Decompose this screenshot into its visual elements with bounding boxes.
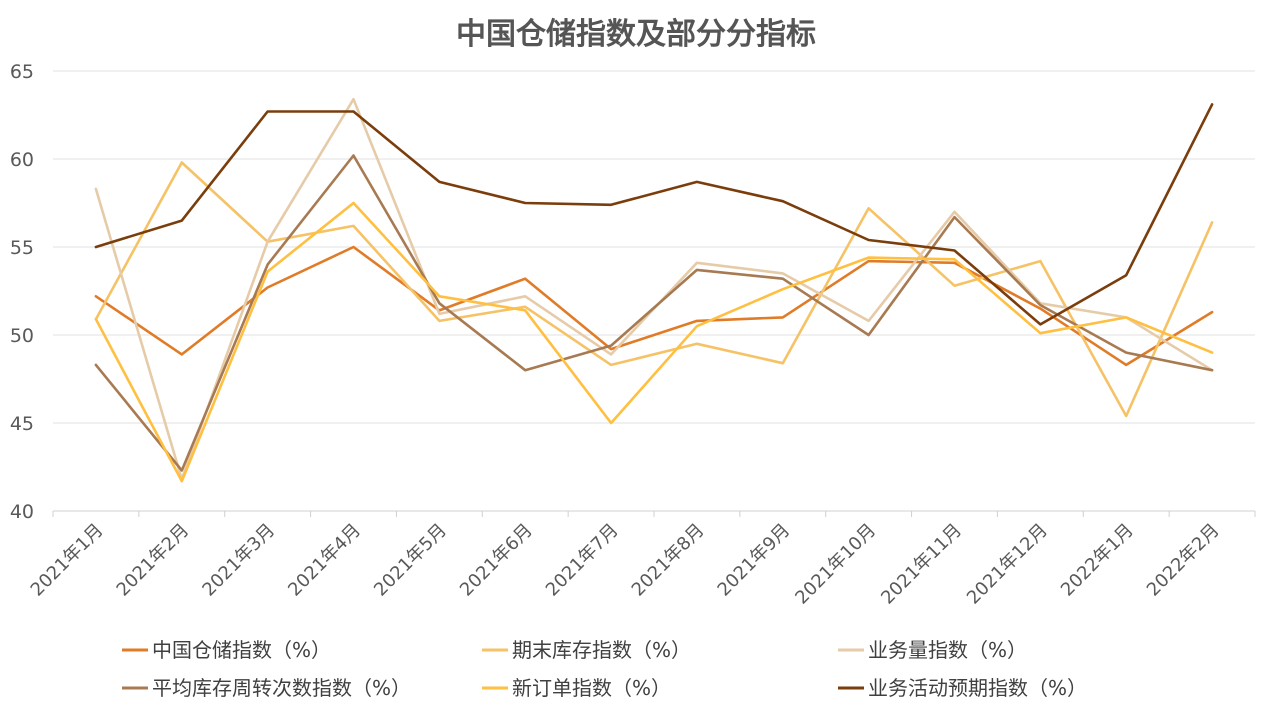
series-layer xyxy=(94,97,1214,483)
series-line xyxy=(94,245,1214,367)
legend-label: 新订单指数（%） xyxy=(512,676,671,700)
x-tick-label: 2021年2月 xyxy=(113,520,194,601)
x-tick-label: 2022年2月 xyxy=(1143,520,1224,601)
y-tick-label: 60 xyxy=(10,149,34,171)
y-tick-label: 45 xyxy=(10,413,34,435)
x-tick-label: 2021年9月 xyxy=(714,520,795,601)
y-tick-label: 50 xyxy=(10,325,34,347)
x-tick-label: 2021年4月 xyxy=(284,520,365,601)
y-tick-label: 55 xyxy=(10,237,34,259)
x-tick-label: 2021年10月 xyxy=(791,520,880,609)
series-line xyxy=(94,161,1214,418)
x-tick-label: 2021年3月 xyxy=(198,520,279,601)
x-tick-label: 2021年11月 xyxy=(877,520,966,609)
x-tick-label: 2021年7月 xyxy=(542,520,623,601)
grid-layer xyxy=(53,70,1255,512)
y-tick-label: 65 xyxy=(10,61,34,83)
legend-label: 业务活动预期指数（%） xyxy=(868,676,1087,700)
chart-title: 中国仓储指数及部分分指标 xyxy=(456,17,816,52)
legend-label: 中国仓储指数（%） xyxy=(152,638,331,662)
series-line xyxy=(94,201,1214,483)
x-tick-label: 2021年6月 xyxy=(456,520,537,601)
legend-label: 平均库存周转次数指数（%） xyxy=(152,676,411,700)
legend: 中国仓储指数（%） 期末库存指数（%） 业务量指数（%） 平均库存周转次数指数（%） 新… xyxy=(122,638,1087,700)
y-axis: 40 45 50 55 60 65 xyxy=(10,61,34,523)
legend-label: 期末库存指数（%） xyxy=(512,638,691,662)
x-tick-label: 2021年12月 xyxy=(963,520,1052,609)
x-tick-label: 2022年1月 xyxy=(1057,520,1138,601)
x-tick-label: 2021年1月 xyxy=(27,520,108,601)
series-line xyxy=(94,154,1214,472)
x-tick-label: 2021年5月 xyxy=(370,520,451,601)
series-line xyxy=(94,103,1214,326)
legend-label: 业务量指数（%） xyxy=(868,638,1027,662)
x-axis: 2021年1月 2021年2月 2021年3月 2021年4月 2021年5月 2021年… xyxy=(27,511,1256,609)
x-tick-label: 2021年8月 xyxy=(628,520,709,601)
y-tick-label: 40 xyxy=(10,501,34,523)
